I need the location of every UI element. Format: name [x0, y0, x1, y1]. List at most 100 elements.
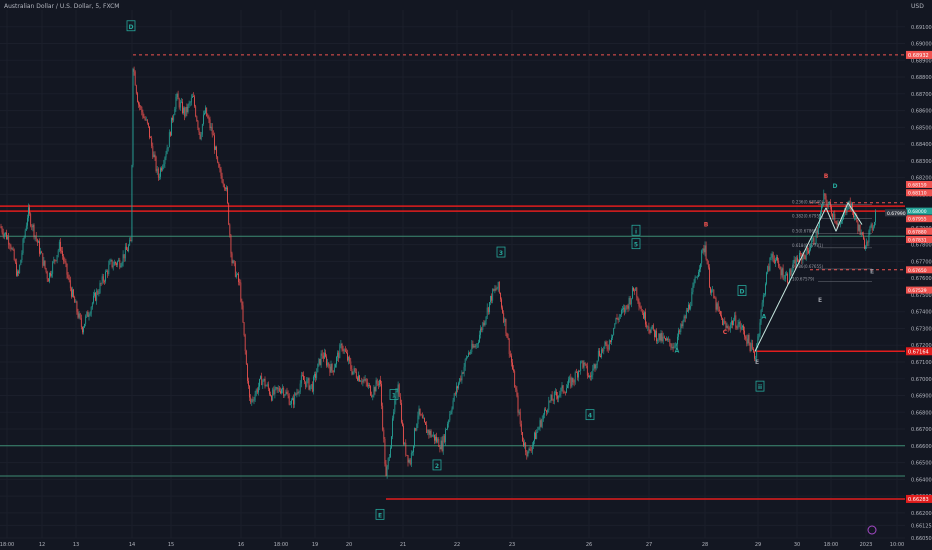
- cursor-price-label: 0.67990: [887, 211, 906, 217]
- candle: [168, 132, 170, 148]
- candle: [769, 257, 771, 271]
- candle: [758, 333, 760, 337]
- candle: [504, 318, 506, 323]
- candle: [342, 349, 344, 351]
- candle: [113, 261, 115, 266]
- candle: [779, 266, 781, 270]
- price-tag-label: 0.67880: [908, 229, 927, 235]
- candle: [760, 310, 762, 323]
- candle: [672, 346, 674, 349]
- candle: [875, 211, 876, 222]
- candle: [628, 298, 630, 309]
- candle: [806, 247, 808, 251]
- candle: [129, 239, 131, 246]
- candle: [106, 270, 107, 272]
- candle: [682, 321, 684, 327]
- candle: [841, 220, 842, 223]
- candle: [695, 277, 697, 278]
- candle: [824, 193, 826, 196]
- candle: [197, 121, 199, 129]
- candle: [533, 440, 534, 446]
- candle: [710, 287, 711, 293]
- candle: [146, 119, 148, 123]
- candle: [469, 352, 470, 354]
- candle: [108, 264, 110, 274]
- candle: [450, 411, 452, 415]
- candle: [61, 250, 62, 252]
- candle: [614, 323, 616, 328]
- candle: [375, 380, 377, 392]
- candle: [528, 448, 530, 451]
- candle: [87, 311, 89, 317]
- candle: [333, 367, 335, 372]
- candle: [757, 336, 759, 347]
- x-tick-label: 18:00: [0, 542, 14, 548]
- candle: [613, 327, 615, 335]
- candle: [636, 287, 638, 298]
- candle: [237, 273, 238, 275]
- candle: [797, 257, 798, 262]
- candle: [309, 385, 311, 390]
- candle: [546, 410, 547, 413]
- candle: [84, 323, 85, 328]
- candle: [77, 311, 79, 318]
- candle: [116, 263, 117, 265]
- candle: [284, 394, 286, 396]
- candle: [659, 333, 661, 341]
- candle: [431, 435, 433, 437]
- candle: [728, 328, 730, 330]
- candle: [496, 288, 498, 290]
- candle: [602, 349, 604, 352]
- candle: [755, 358, 756, 359]
- x-tick-label: 13: [73, 542, 79, 548]
- candle: [561, 385, 563, 389]
- candle: [240, 282, 242, 302]
- tradingview-badge-icon: [867, 525, 877, 535]
- candle: [593, 364, 595, 369]
- candle: [387, 458, 389, 467]
- price-tags: 0.68932 0.67164 0.66283 0.68159 0.68110 0.680…: [885, 50, 932, 503]
- badge-ring: [867, 525, 877, 535]
- candle: [325, 352, 326, 357]
- chart-grid: [0, 10, 905, 539]
- candle: [370, 385, 371, 396]
- candle: [592, 368, 594, 376]
- candle: [277, 388, 279, 390]
- candle: [802, 254, 804, 261]
- candle: [265, 385, 267, 387]
- candle: [181, 101, 182, 103]
- candle: [535, 432, 536, 440]
- candle: [40, 251, 41, 254]
- candle: [583, 362, 585, 368]
- candle: [523, 441, 524, 446]
- candle: [145, 119, 147, 121]
- candle: [288, 395, 290, 405]
- y-tick-label: 0.66050: [911, 536, 932, 542]
- candle: [82, 327, 83, 333]
- candle: [692, 285, 694, 292]
- candle: [874, 221, 875, 227]
- candle: [131, 165, 133, 242]
- candle: [632, 287, 633, 299]
- candle: [825, 195, 827, 203]
- candle: [529, 448, 531, 451]
- candle: [396, 390, 398, 392]
- candle: [50, 272, 51, 276]
- candle: [123, 254, 125, 259]
- wave-label: 1: [392, 393, 396, 400]
- candle: [322, 355, 324, 359]
- candle: [475, 344, 477, 347]
- candle: [347, 353, 348, 361]
- candle: [589, 375, 590, 377]
- candle: [31, 225, 33, 228]
- candle: [340, 343, 342, 346]
- candle: [805, 247, 807, 260]
- x-tick-label: 27: [646, 542, 652, 548]
- candle: [307, 378, 309, 380]
- candle: [233, 260, 235, 263]
- candle: [661, 333, 663, 342]
- y-tick-label: 0.67400: [911, 310, 932, 316]
- wave-label: B: [824, 173, 829, 180]
